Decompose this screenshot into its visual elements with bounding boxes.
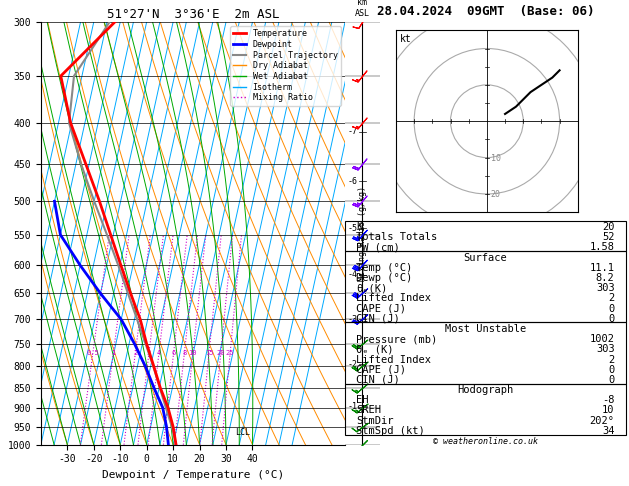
Text: -4: -4: [347, 270, 357, 279]
Text: 20: 20: [602, 222, 615, 232]
Text: Totals Totals: Totals Totals: [356, 232, 438, 243]
Text: -7: -7: [347, 127, 357, 136]
Text: 2: 2: [133, 350, 137, 356]
Text: 34: 34: [602, 426, 615, 436]
Text: -5: -5: [347, 224, 357, 233]
Text: 6: 6: [172, 350, 175, 356]
Text: Pressure (mb): Pressure (mb): [356, 334, 438, 344]
Text: km
ASL: km ASL: [355, 0, 370, 17]
Bar: [345, 383, 626, 434]
Text: θₑ (K): θₑ (K): [356, 345, 394, 354]
Text: CIN (J): CIN (J): [356, 375, 400, 385]
Text: Temp (°C): Temp (°C): [356, 263, 413, 273]
Bar: [345, 322, 626, 383]
Text: © weatheronline.co.uk: © weatheronline.co.uk: [433, 437, 538, 446]
Text: -1: -1: [347, 402, 357, 412]
Text: 303: 303: [596, 345, 615, 354]
Text: 202°: 202°: [589, 416, 615, 426]
Text: 1002: 1002: [589, 334, 615, 344]
Text: Dewp (°C): Dewp (°C): [356, 273, 413, 283]
Text: 2: 2: [608, 294, 615, 303]
Text: Most Unstable: Most Unstable: [445, 324, 526, 334]
Text: -3: -3: [347, 315, 357, 324]
Text: CIN (J): CIN (J): [356, 314, 400, 324]
Y-axis label: hPa: hPa: [0, 223, 2, 243]
Text: 25: 25: [226, 350, 235, 356]
Text: kt: kt: [399, 34, 411, 44]
Text: 2: 2: [608, 355, 615, 364]
Text: 4: 4: [157, 350, 161, 356]
Text: 0: 0: [608, 314, 615, 324]
Text: -6: -6: [347, 176, 357, 186]
Text: 3: 3: [147, 350, 151, 356]
Bar: [345, 221, 626, 251]
X-axis label: Dewpoint / Temperature (°C): Dewpoint / Temperature (°C): [102, 470, 284, 480]
Text: 15: 15: [204, 350, 213, 356]
Text: EH: EH: [356, 395, 369, 405]
Text: 11.1: 11.1: [589, 263, 615, 273]
Text: 52: 52: [602, 232, 615, 243]
Title: 51°27'N  3°36'E  2m ASL: 51°27'N 3°36'E 2m ASL: [107, 8, 279, 21]
Text: 8: 8: [182, 350, 186, 356]
Text: Lifted Index: Lifted Index: [356, 355, 431, 364]
Text: 0: 0: [608, 375, 615, 385]
Text: CAPE (J): CAPE (J): [356, 364, 406, 375]
Text: 1.58: 1.58: [589, 243, 615, 253]
Text: -2: -2: [347, 360, 357, 368]
Text: PW (cm): PW (cm): [356, 243, 400, 253]
Text: -8: -8: [602, 395, 615, 405]
Text: 1: 1: [111, 350, 115, 356]
Text: 0: 0: [608, 304, 615, 313]
Text: 20: 20: [491, 191, 501, 199]
Text: 10: 10: [491, 154, 501, 163]
Text: 10: 10: [602, 405, 615, 416]
Text: Surface: Surface: [464, 253, 508, 262]
Text: 10: 10: [189, 350, 197, 356]
Legend: Temperature, Dewpoint, Parcel Trajectory, Dry Adiabat, Wet Adiabat, Isotherm, Mi: Temperature, Dewpoint, Parcel Trajectory…: [230, 26, 341, 105]
Text: 20: 20: [216, 350, 225, 356]
Text: Lifted Index: Lifted Index: [356, 294, 431, 303]
Text: Mixing Ratio (g/kg): Mixing Ratio (g/kg): [358, 186, 367, 281]
Text: 0.5: 0.5: [86, 350, 99, 356]
Text: Hodograph: Hodograph: [457, 385, 514, 395]
Text: StmSpd (kt): StmSpd (kt): [356, 426, 425, 436]
Bar: [345, 251, 626, 322]
Text: StmDir: StmDir: [356, 416, 394, 426]
Text: 0: 0: [608, 364, 615, 375]
Text: 303: 303: [596, 283, 615, 293]
Text: SREH: SREH: [356, 405, 381, 416]
Text: K: K: [356, 222, 362, 232]
Text: 28.04.2024  09GMT  (Base: 06): 28.04.2024 09GMT (Base: 06): [377, 5, 594, 17]
Text: LCL: LCL: [235, 428, 250, 437]
Text: CAPE (J): CAPE (J): [356, 304, 406, 313]
Text: θₑ(K): θₑ(K): [356, 283, 387, 293]
Text: 8.2: 8.2: [596, 273, 615, 283]
